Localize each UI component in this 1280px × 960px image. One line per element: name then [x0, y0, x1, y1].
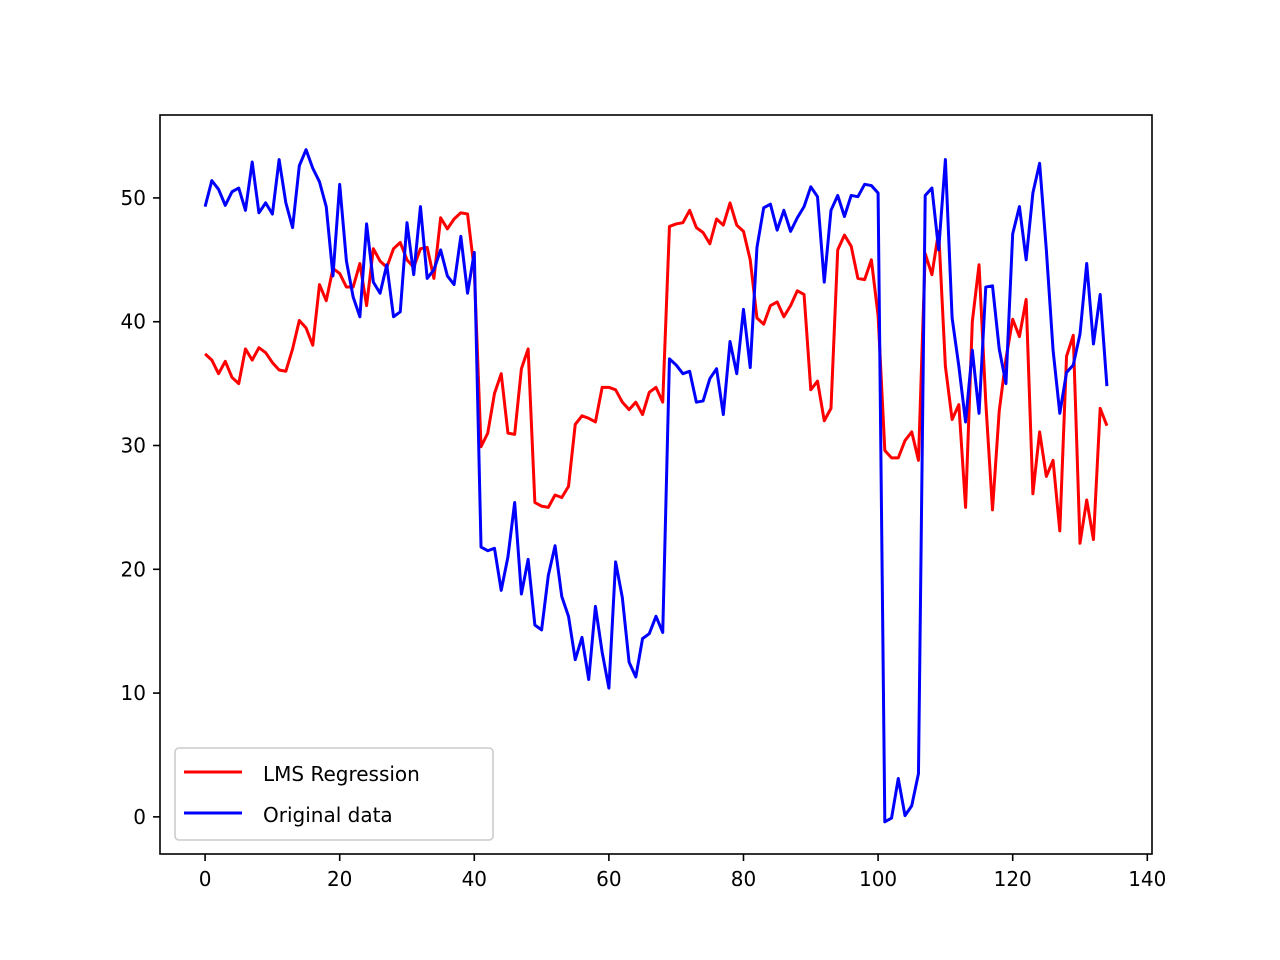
series-layer [203, 148, 1109, 824]
x-tick-label: 120 [994, 867, 1032, 891]
plot-frame [159, 114, 1153, 855]
x-tick-label: 40 [462, 867, 487, 891]
x-tick-label: 80 [731, 867, 756, 891]
x-tick-label: 140 [1128, 867, 1166, 891]
legend-box [174, 747, 494, 841]
legend-label-original-data: Original data [263, 803, 393, 827]
y-axis: 0 10 20 30 40 50 [121, 186, 160, 829]
y-tick-label: 40 [121, 310, 146, 334]
x-tick-label: 20 [327, 867, 352, 891]
x-tick-label: 100 [859, 867, 897, 891]
x-axis: 0 20 40 60 80 100 120 140 [199, 854, 1166, 891]
series-line-original-data [203, 148, 1109, 824]
legend-label-lms-regression: LMS Regression [263, 762, 420, 786]
legend: LMS Regression Original data [174, 747, 494, 841]
y-tick-label: 20 [121, 557, 146, 581]
y-tick-label: 0 [133, 805, 146, 829]
x-tick-label: 0 [199, 867, 212, 891]
x-tick-label: 60 [596, 867, 621, 891]
y-tick-label: 10 [121, 681, 146, 705]
series-line-lms-regression [204, 201, 1109, 545]
y-tick-label: 30 [121, 434, 146, 458]
y-tick-label: 50 [121, 186, 146, 210]
